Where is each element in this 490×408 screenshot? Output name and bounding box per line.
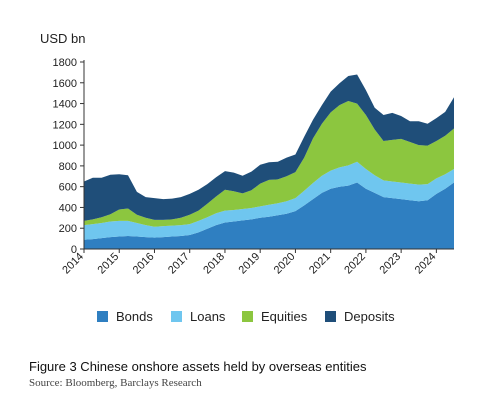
area-deposits (84, 74, 454, 221)
legend-item-equities: Equities (242, 309, 307, 324)
stacked-area-chart: 0 200 400 600 800 1000 1200 1400 1600 1800 2014 201… (53, 57, 454, 277)
legend-item-deposits: Deposits (325, 309, 395, 324)
legend-swatch-deposits (325, 311, 336, 322)
x-tick-label: 2015 (96, 251, 122, 277)
y-tick-label: 1200 (53, 119, 77, 131)
y-tick-label: 1800 (53, 57, 77, 69)
x-tick-label: 2024 (413, 251, 439, 277)
legend-label-bonds: Bonds (116, 309, 153, 324)
legend: Bonds Loans Equities Deposits (0, 309, 490, 329)
legend-label-deposits: Deposits (344, 309, 395, 324)
x-tick-label: 2016 (131, 251, 157, 277)
legend-label-loans: Loans (190, 309, 226, 324)
area-layer (84, 74, 454, 249)
y-tick-label: 1000 (53, 140, 77, 152)
legend-swatch-bonds (97, 311, 108, 322)
y-tick-label: 800 (59, 161, 77, 173)
x-tick-label: 2023 (377, 251, 403, 277)
x-tick-label: 2014 (60, 251, 86, 277)
x-tick-label: 2020 (272, 251, 298, 277)
legend-swatch-loans (171, 311, 182, 322)
x-tick-label: 2022 (342, 251, 368, 277)
y-axis-unit-label: USD bn (40, 31, 86, 46)
legend-swatch-equities (242, 311, 253, 322)
y-tick-label: 1400 (53, 99, 77, 111)
area-equities (84, 101, 454, 227)
y-tick-label: 0 (71, 244, 77, 256)
area-loans (84, 161, 454, 240)
y-tick-label: 1600 (53, 78, 77, 90)
x-tick-label: 2021 (307, 251, 333, 277)
legend-label-equities: Equities (261, 309, 308, 324)
x-tick-label: 2019 (237, 251, 263, 277)
figure-caption: Figure 3 Chinese onshore assets held by … (29, 359, 367, 374)
y-tick-label: 200 (59, 223, 77, 235)
legend-item-loans: Loans (171, 309, 225, 324)
x-tick-label: 2018 (201, 251, 227, 277)
legend-item-bonds: Bonds (97, 309, 153, 324)
area-bonds (84, 182, 454, 249)
y-tick-label: 400 (59, 202, 77, 214)
source-note: Source: Bloomberg, Barclays Research (29, 377, 202, 389)
y-tick-label: 600 (59, 182, 77, 194)
x-tick-label: 2017 (166, 251, 192, 277)
